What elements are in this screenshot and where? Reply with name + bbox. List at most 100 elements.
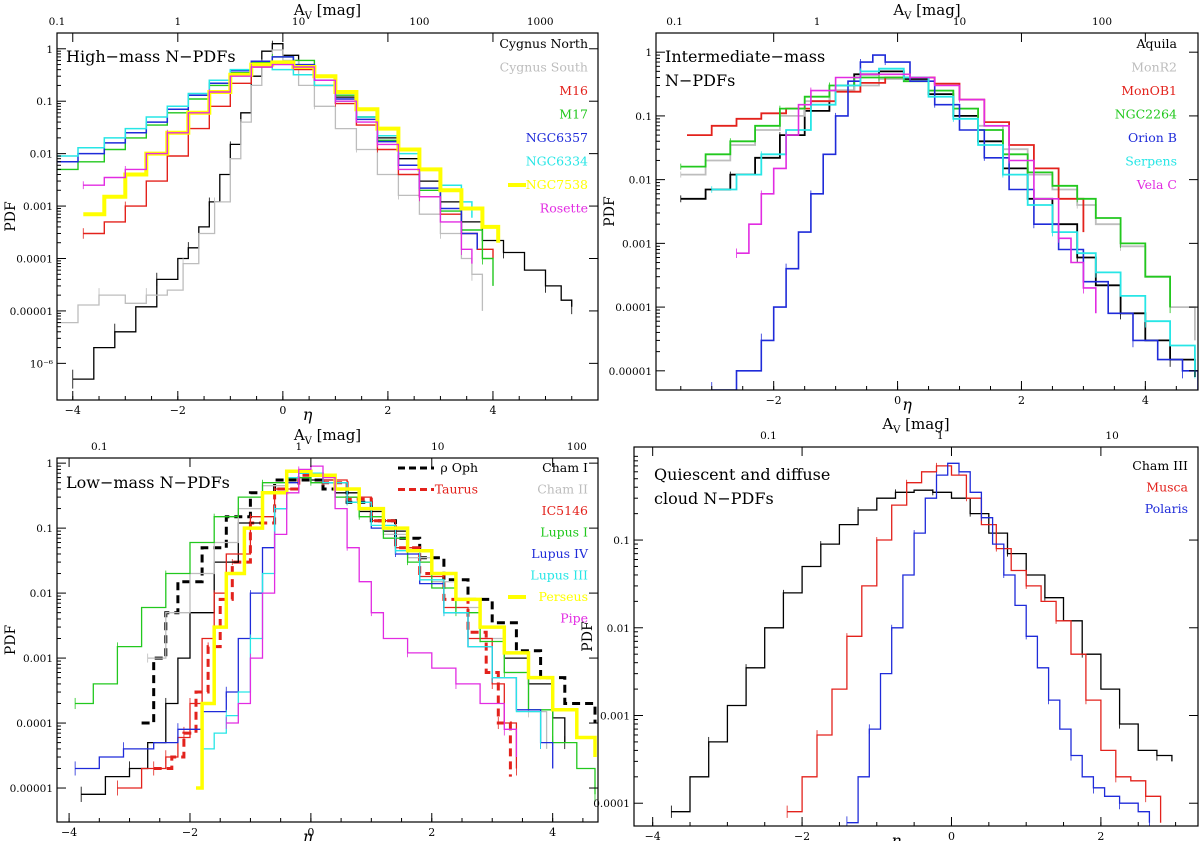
y-tick-label: 0.0001 — [593, 798, 630, 810]
top-tick-label: 10 — [431, 441, 444, 453]
series-line-cham-iii — [671, 489, 1173, 813]
legend-entry-polaris: Polaris — [1145, 501, 1188, 516]
panel-quiescent-diffuse: −4 −2 0 2 0.1 0.01 0.001 0.0001 0.1 1 10 AV [mag] η P… — [580, 415, 1199, 841]
y-axis-label: PDF — [3, 201, 19, 232]
y-tick-label: 10⁻⁶ — [30, 358, 53, 370]
top-tick-label: 1 — [814, 16, 821, 28]
y-tick-label: 0.001 — [600, 710, 630, 722]
y-tick-label: 1 — [46, 44, 53, 56]
legend-entry-ngc2264: NGC2264 — [1115, 107, 1177, 122]
legend-entry-ngc6357: NGC6357 — [526, 130, 588, 145]
x-axis-label: η — [902, 395, 912, 414]
legend-entry-serpens: Serpens — [1125, 154, 1177, 169]
x-tick-label: −2 — [170, 404, 186, 417]
top-tick-label: 1 — [295, 441, 302, 453]
y-tick-label: 0.0001 — [615, 302, 652, 314]
legend-entry-ngc6334: NGC6334 — [526, 154, 588, 169]
top-axis-label: AV [mag] — [881, 415, 949, 436]
y-tick-label: 0.001 — [622, 238, 652, 250]
y-tick-label: 0.001 — [23, 653, 53, 665]
top-tick-label: 1 — [937, 430, 944, 442]
series-line-cygnus-north — [72, 43, 573, 380]
legend-entry-lupus-iii: Lupus III — [530, 568, 588, 583]
top-axis-label: AV [mag] — [293, 426, 361, 447]
plot-frame — [56, 457, 599, 823]
y-tick-label: 1 — [46, 458, 53, 470]
y-tick-label: 0.1 — [613, 535, 630, 547]
legend-entry-orion-b: Orion B — [1128, 130, 1177, 145]
series-line-monob1 — [687, 76, 1085, 233]
x-tick-label: −2 — [766, 394, 782, 407]
x-tick-label: −2 — [182, 826, 198, 839]
y-tick-label: 0.1 — [36, 96, 53, 108]
series-group — [680, 54, 1198, 390]
x-tick-label: 2 — [1097, 830, 1104, 841]
plot-frame — [56, 32, 599, 401]
legend-entry-ic5146: IC5146 — [542, 503, 588, 518]
top-tick-label: 10 — [953, 16, 966, 28]
panel-title: Low−mass N−PDFs — [66, 473, 230, 492]
x-tick-label: −4 — [645, 830, 661, 841]
series-group — [74, 465, 597, 802]
panel-title: Quiescent and diffuse — [654, 465, 830, 484]
y-tick-label: 0.01 — [30, 149, 53, 161]
legend-entry-taurus: Taurus — [435, 482, 478, 497]
x-tick-label: 0 — [307, 826, 314, 839]
panel-title-line2: N−PDFs — [665, 71, 735, 90]
x-tick-label: −2 — [794, 830, 810, 841]
series-line-lupus-iii — [202, 472, 542, 750]
series-line-orion-b — [711, 54, 1198, 390]
panel-title: High−mass N−PDFs — [66, 47, 236, 66]
series-group — [670, 462, 1173, 826]
x-tick-label: −4 — [61, 826, 77, 839]
legend-entry-monob1: MonOB1 — [1121, 83, 1177, 98]
top-tick-label: 10 — [1105, 430, 1118, 442]
top-tick-label: 1000 — [527, 16, 554, 28]
top-tick-label: 1 — [174, 16, 181, 28]
y-tick-label: 0.00001 — [10, 783, 53, 795]
y-tick-label: 0.01 — [30, 588, 53, 600]
top-tick-label: 0.1 — [49, 16, 66, 28]
series-line-vela-c — [736, 73, 1097, 314]
x-tick-label: 0 — [894, 394, 901, 407]
y-tick-label: 1 — [645, 47, 652, 59]
top-tick-label: 10 — [292, 16, 305, 28]
series-line-musca — [787, 465, 1162, 823]
legend-entry-cygnus-north: Cygnus North — [499, 36, 588, 51]
series-group — [57, 40, 573, 389]
legend-entry-oph: ρ Oph — [440, 460, 478, 475]
legend-entry-lupus-iv: Lupus IV — [531, 546, 589, 561]
panel-title-line2: cloud N−PDFs — [654, 489, 774, 508]
panel-title: Intermediate−mass — [665, 47, 825, 66]
x-axis-label: η — [303, 405, 313, 424]
y-tick-label: 0.0001 — [16, 253, 53, 265]
y-tick-label: 0.01 — [629, 175, 652, 187]
y-axis-label: PDF — [602, 196, 618, 227]
series-line-ngc2264 — [680, 76, 1171, 308]
x-tick-label: 0 — [279, 404, 286, 417]
top-axis-label: AV [mag] — [293, 1, 361, 22]
legend-entry-cham-ii: Cham II — [537, 482, 588, 497]
legend-entry-m17: M17 — [559, 107, 588, 122]
legend-entry-lupus-i: Lupus I — [540, 525, 588, 540]
top-tick-label: 100 — [409, 16, 429, 28]
y-axis-label: PDF — [580, 621, 596, 652]
legend-entry-monr2: MonR2 — [1131, 60, 1177, 75]
x-axis-label: η — [891, 831, 901, 841]
y-tick-label: 0.1 — [635, 111, 652, 123]
legend-entry-rosette: Rosette — [540, 201, 588, 216]
x-tick-label: 2 — [1018, 394, 1025, 407]
x-tick-label: 2 — [384, 404, 391, 417]
legend-entry-vela-c: Vela C — [1136, 177, 1177, 192]
series-line-ngc6334 — [57, 63, 473, 218]
legend-entry-cham-iii: Cham III — [1132, 458, 1188, 473]
series-line-perseus — [196, 469, 597, 790]
y-tick-label: 0.00001 — [609, 366, 652, 378]
x-tick-label: 4 — [1142, 394, 1149, 407]
x-tick-label: 0 — [948, 830, 955, 841]
top-tick-label: 100 — [1092, 16, 1112, 28]
top-tick-label: 0.1 — [91, 441, 108, 453]
x-tick-label: −4 — [65, 404, 81, 417]
series-line-rosette — [83, 63, 473, 264]
legend-entry-aquila: Aquila — [1135, 36, 1177, 51]
